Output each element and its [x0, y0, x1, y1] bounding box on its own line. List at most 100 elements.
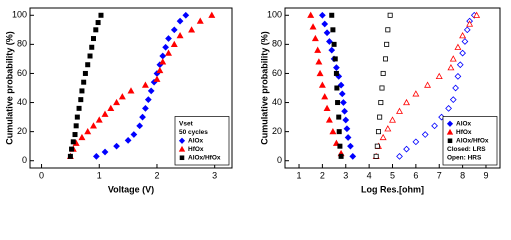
y-axis-label: Cumulative probability (%) [259, 31, 269, 145]
data-point [380, 70, 386, 76]
data-point [84, 128, 92, 135]
legend-text: Open: HRS [447, 154, 482, 161]
y-tick-label: 40 [17, 97, 27, 107]
data-point [340, 99, 347, 106]
data-point [334, 85, 340, 91]
data-point [335, 100, 341, 106]
data-point [182, 11, 190, 19]
data-point [337, 81, 345, 89]
y-tick-label: 60 [17, 68, 27, 78]
data-point [323, 29, 331, 37]
legend-text: Vset [179, 120, 194, 127]
y-tick-label: 20 [17, 126, 27, 136]
data-point [316, 69, 324, 77]
data-point [378, 100, 384, 106]
data-point [326, 38, 333, 45]
x-tick-label: 1 [97, 170, 102, 180]
data-point [142, 104, 149, 112]
data-point [98, 12, 104, 18]
data-point [144, 96, 152, 104]
data-point [79, 88, 85, 94]
data-point [344, 134, 352, 141]
data-point [74, 114, 80, 120]
data-point [315, 58, 323, 65]
data-point [396, 152, 403, 160]
x-tick-label: 2 [320, 170, 325, 180]
x-tick-label: 5 [390, 170, 395, 180]
data-point [342, 116, 350, 124]
legend-marker [446, 128, 454, 135]
data-point [101, 110, 109, 117]
data-point [156, 66, 164, 74]
data-point [449, 96, 457, 104]
y-tick-label: 80 [272, 39, 282, 49]
data-point [127, 87, 135, 94]
data-point [431, 122, 438, 130]
data-point [130, 131, 138, 138]
data-point [176, 17, 184, 25]
data-point [375, 129, 381, 135]
data-point [85, 62, 91, 68]
y-tick-label: 100 [267, 10, 282, 20]
legend-text: 50 cycles [179, 129, 208, 136]
x-axis-label: Log Res.[ohm] [361, 184, 424, 194]
x-tick-label: 2 [154, 170, 159, 180]
data-point [337, 143, 343, 149]
x-tick-label: 4 [367, 170, 372, 180]
x-tick-label: 3 [343, 170, 348, 180]
data-point [459, 49, 466, 57]
data-point [343, 125, 351, 133]
x-tick-label: 3 [212, 170, 217, 180]
legend-label: AlOx [188, 137, 204, 144]
data-point [321, 93, 329, 100]
data-point [454, 72, 462, 80]
data-point [374, 143, 380, 149]
data-point [412, 138, 420, 146]
data-point [318, 81, 326, 88]
data-point [349, 152, 357, 160]
data-point [329, 12, 335, 18]
data-point [319, 11, 326, 19]
data-point [67, 153, 73, 159]
data-point [449, 55, 457, 62]
data-point [347, 142, 354, 150]
data-point [379, 85, 385, 91]
legend-text: Closed: LRS [447, 146, 486, 153]
data-point [136, 122, 144, 130]
x-tick-label: 0 [39, 170, 44, 180]
x-tick-label: 8 [460, 170, 465, 180]
plot-frame [29, 7, 233, 169]
legend-marker [178, 137, 186, 144]
legend-label: AlOx [456, 120, 472, 127]
data-point [93, 27, 99, 33]
y-tick-label: 40 [272, 97, 282, 107]
legend-marker [447, 138, 453, 144]
data-point [95, 20, 101, 26]
data-point [162, 43, 169, 51]
data-point [141, 81, 149, 88]
data-point [447, 64, 455, 71]
x-tick-label: 6 [413, 170, 418, 180]
x-axis-label: Voltage (V) [108, 184, 154, 194]
data-point [87, 53, 93, 59]
data-point [147, 87, 155, 95]
data-point [323, 104, 331, 112]
data-point [176, 32, 184, 39]
data-point [459, 32, 467, 39]
data-point [95, 116, 103, 123]
data-point [328, 46, 336, 54]
data-point [379, 133, 387, 141]
data-point [124, 136, 132, 144]
y-tick-label: 100 [12, 10, 27, 20]
data-point [403, 145, 410, 153]
data-point [311, 34, 319, 42]
legend-marker [179, 155, 185, 161]
data-point [82, 70, 88, 76]
data-point [81, 79, 87, 85]
data-point [165, 35, 172, 42]
legend-marker [446, 120, 454, 127]
data-point [78, 133, 86, 141]
y-tick-label: 80 [17, 39, 27, 49]
data-point [338, 90, 346, 98]
